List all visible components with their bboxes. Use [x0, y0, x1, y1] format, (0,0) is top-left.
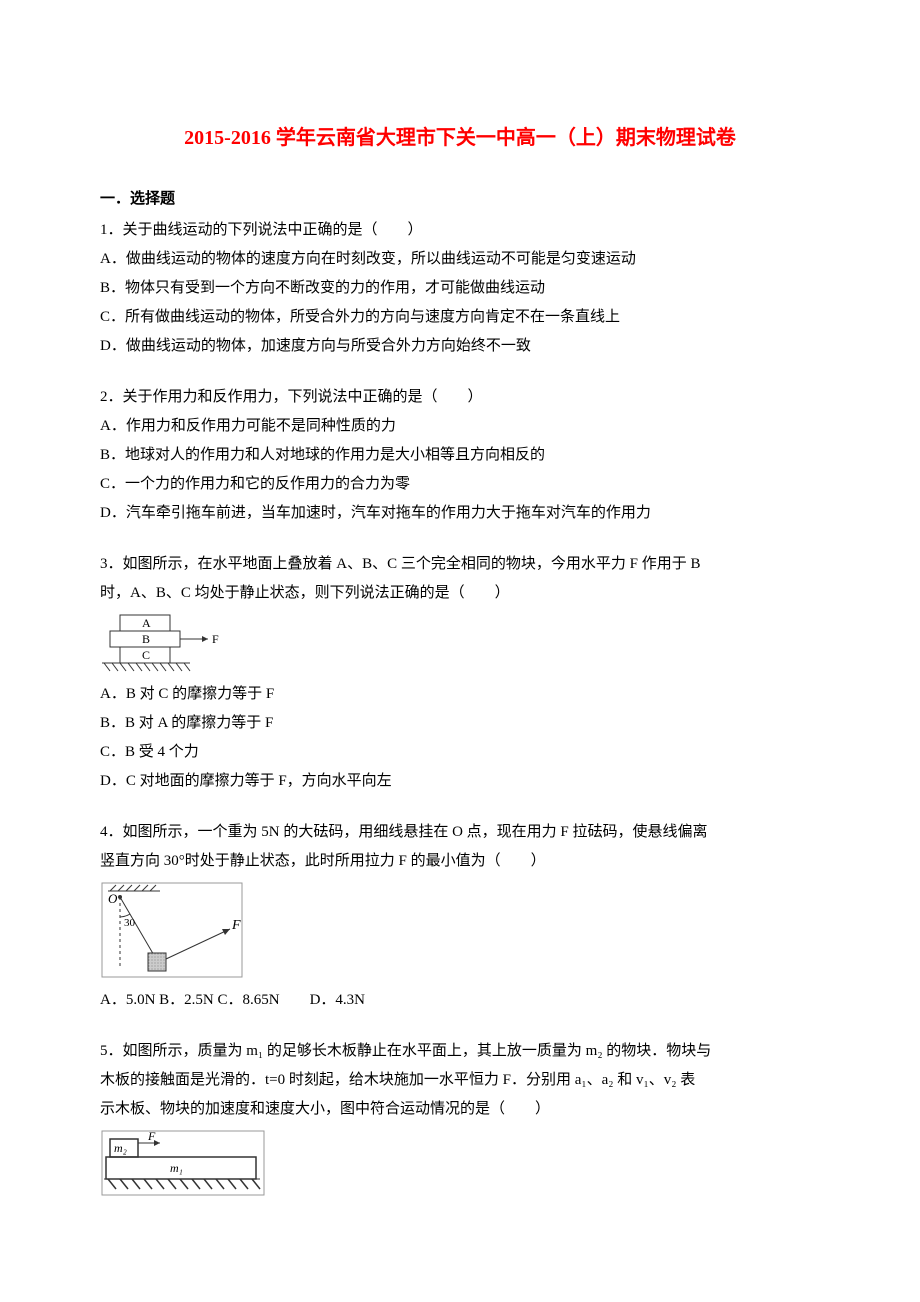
q2-option-a: A．作用力和反作用力可能不是同种性质的力 [100, 413, 820, 440]
pendulum-diagram: O 30 F [100, 881, 260, 981]
q4-text-1: 4．如图所示，一个重为 5N 的大砝码，用细线悬挂在 O 点，现在用力 F 拉砝… [100, 819, 820, 846]
q5-text-2: 木板的接触面是光滑的．t=0 时刻起，给木块施加一水平恒力 F．分别用 a₁、a… [100, 1067, 820, 1094]
force-f-label-4: F [231, 918, 241, 933]
question-4: 4．如图所示，一个重为 5N 的大砝码，用细线悬挂在 O 点，现在用力 F 拉砝… [100, 819, 820, 1014]
block-c-label: C [142, 648, 150, 662]
force-f-label-5: F [147, 1129, 156, 1143]
m1-label: m₁ [170, 1161, 183, 1175]
q3-figure: A B C F [100, 613, 820, 675]
q3-option-c: C．B 受 4 个力 [100, 739, 820, 766]
board-block-diagram: m₂ F m₁ [100, 1129, 270, 1199]
q2-text: 2．关于作用力和反作用力，下列说法中正确的是（ ） [100, 384, 820, 411]
q3-option-d: D．C 对地面的摩擦力等于 F，方向水平向左 [100, 768, 820, 795]
q3-text-1: 3．如图所示，在水平地面上叠放着 A、B、C 三个完全相同的物块，今用水平力 F… [100, 551, 820, 578]
q3-option-b: B．B 对 A 的摩擦力等于 F [100, 710, 820, 737]
q2-option-c: C．一个力的作用力和它的反作用力的合力为零 [100, 471, 820, 498]
question-2: 2．关于作用力和反作用力，下列说法中正确的是（ ） A．作用力和反作用力可能不是… [100, 384, 820, 527]
stacked-blocks-diagram: A B C F [100, 613, 230, 675]
q1-option-d: D．做曲线运动的物体，加速度方向与所受合外力方向始终不一致 [100, 333, 820, 360]
q1-option-b: B．物体只有受到一个方向不断改变的力的作用，才可能做曲线运动 [100, 275, 820, 302]
q2-option-b: B．地球对人的作用力和人对地球的作用力是大小相等且方向相反的 [100, 442, 820, 469]
m2-label: m₂ [114, 1141, 127, 1155]
question-3: 3．如图所示，在水平地面上叠放着 A、B、C 三个完全相同的物块，今用水平力 F… [100, 551, 820, 795]
page-container: 2015-2016 学年云南省大理市下关一中高一（上）期末物理试卷 一．选择题 … [100, 120, 820, 1199]
exam-title: 2015-2016 学年云南省大理市下关一中高一（上）期末物理试卷 [100, 120, 820, 156]
block-a-label: A [142, 616, 151, 630]
question-5: 5．如图所示，质量为 m₁ 的足够长木板静止在水平面上，其上放一质量为 m₂ 的… [100, 1038, 820, 1199]
q1-option-c: C．所有做曲线运动的物体，所受合外力的方向与速度方向肯定不在一条直线上 [100, 304, 820, 331]
q3-text-2: 时，A、B、C 均处于静止状态，则下列说法正确的是（ ） [100, 580, 820, 607]
force-f-label: F [212, 632, 219, 646]
q4-options: A．5.0N B．2.5N C．8.65N D．4.3N [100, 987, 820, 1014]
q4-figure: O 30 F [100, 881, 820, 981]
section-header: 一．选择题 [100, 186, 820, 213]
q5-figure: m₂ F m₁ [100, 1129, 820, 1199]
q5-text-1: 5．如图所示，质量为 m₁ 的足够长木板静止在水平面上，其上放一质量为 m₂ 的… [100, 1038, 820, 1065]
q3-option-a: A．B 对 C 的摩擦力等于 F [100, 681, 820, 708]
question-1: 1．关于曲线运动的下列说法中正确的是（ ） A．做曲线运动的物体的速度方向在时刻… [100, 217, 820, 360]
angle-30-label: 30 [124, 917, 136, 929]
q1-option-a: A．做曲线运动的物体的速度方向在时刻改变，所以曲线运动不可能是匀变速运动 [100, 246, 820, 273]
block-b-label: B [142, 632, 150, 646]
origin-o-label: O [108, 891, 118, 906]
q4-text-2: 竖直方向 30°时处于静止状态，此时所用拉力 F 的最小值为（ ） [100, 848, 820, 875]
q1-text: 1．关于曲线运动的下列说法中正确的是（ ） [100, 217, 820, 244]
q5-text-3: 示木板、物块的加速度和速度大小，图中符合运动情况的是（ ） [100, 1096, 820, 1123]
q2-option-d: D．汽车牵引拖车前进，当车加速时，汽车对拖车的作用力大于拖车对汽车的作用力 [100, 500, 820, 527]
